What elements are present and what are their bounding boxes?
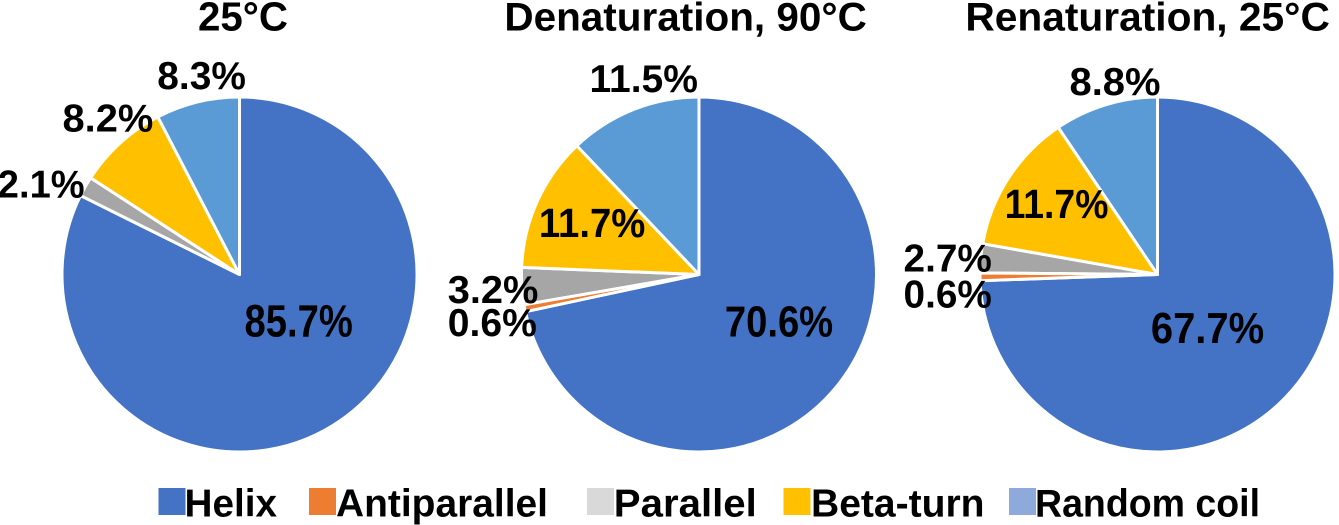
svg-text:0.6%: 0.6% [904, 272, 992, 316]
svg-text:2.7%: 2.7% [904, 236, 992, 280]
svg-text:8.8%: 8.8% [1070, 60, 1161, 104]
svg-text:3.2%: 3.2% [448, 268, 539, 312]
svg-text:11.7%: 11.7% [1005, 181, 1109, 227]
svg-text:Beta-turn: Beta-turn [811, 483, 985, 525]
svg-text:Parallel: Parallel [614, 483, 757, 525]
svg-text:Renaturation, 25°C: Renaturation, 25°C [965, 0, 1330, 39]
svg-text:85.7%: 85.7% [245, 295, 353, 346]
svg-text:8.2%: 8.2% [63, 97, 154, 141]
svg-text:Helix: Helix [185, 483, 278, 525]
svg-text:Random coil: Random coil [1035, 483, 1260, 525]
svg-text:Denaturation, 90°C: Denaturation, 90°C [504, 0, 867, 39]
svg-text:11.7%: 11.7% [539, 200, 646, 246]
svg-text:70.6%: 70.6% [725, 299, 833, 347]
svg-text:2.1%: 2.1% [0, 162, 85, 206]
svg-text:67.7%: 67.7% [1151, 305, 1264, 353]
svg-text:25°C: 25°C [198, 0, 288, 39]
svg-text:0.6%: 0.6% [448, 301, 537, 345]
svg-text:8.3%: 8.3% [157, 54, 246, 98]
svg-text:11.5%: 11.5% [589, 57, 698, 101]
svg-text:Antiparallel: Antiparallel [336, 483, 548, 525]
